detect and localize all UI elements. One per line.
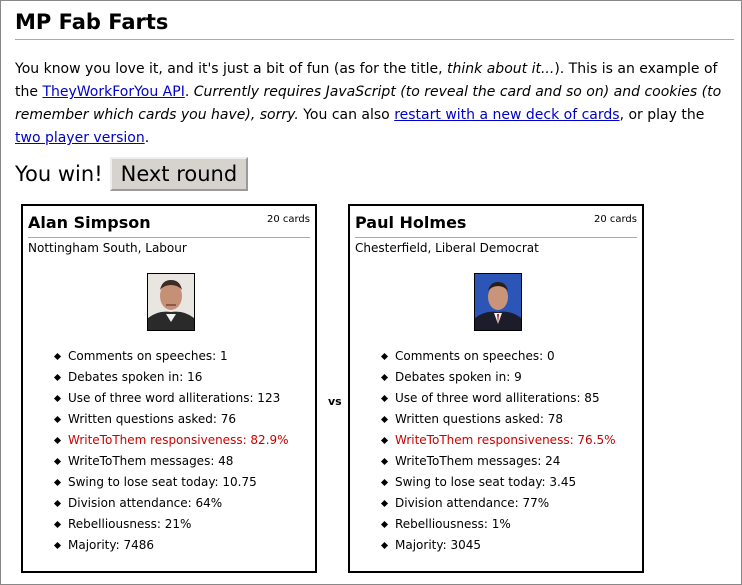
stat-comments[interactable]: Comments on speeches: 0 — [395, 346, 616, 367]
card-count: 20 cards — [266, 214, 310, 225]
stat-majority[interactable]: Majority: 7486 — [68, 535, 289, 556]
intro-text: . — [184, 84, 194, 100]
page-content: MP Fab Farts You know you love it, and i… — [15, 8, 734, 192]
intro-paragraph: You know you love it, and it's just a bi… — [15, 58, 734, 150]
versus-label: vs — [328, 395, 342, 408]
stats-list: Comments on speeches: 1 Debates spoken i… — [23, 346, 289, 556]
stat-swing[interactable]: Swing to lose seat today: 3.45 — [395, 472, 616, 493]
requirements-note: Currently requires JavaScript (to reveal… — [15, 84, 722, 123]
stat-swing[interactable]: Swing to lose seat today: 10.75 — [68, 472, 289, 493]
stat-writetothem-messages[interactable]: WriteToThem messages: 24 — [395, 451, 616, 472]
next-round-button[interactable]: Next round — [109, 157, 249, 191]
stat-debates[interactable]: Debates spoken in: 16 — [68, 367, 289, 388]
mp-photo — [147, 273, 195, 331]
stat-writetothem-responsiveness[interactable]: WriteToThem responsiveness: 82.9% — [68, 430, 289, 451]
mp-constituency: Nottingham South, Labour — [28, 241, 187, 255]
stat-rebelliousness[interactable]: Rebelliousness: 1% — [395, 514, 616, 535]
stat-writetothem-responsiveness[interactable]: WriteToThem responsiveness: 76.5% — [395, 430, 616, 451]
stat-attendance[interactable]: Division attendance: 64% — [68, 493, 289, 514]
mp-constituency: Chesterfield, Liberal Democrat — [355, 241, 539, 255]
card-count: 20 cards — [593, 214, 637, 225]
opponent-card: Paul Holmes 20 cards Chesterfield, Liber… — [348, 204, 644, 573]
stat-writetothem-messages[interactable]: WriteToThem messages: 48 — [68, 451, 289, 472]
card-divider — [28, 237, 310, 238]
stat-alliterations[interactable]: Use of three word alliterations: 123 — [68, 388, 289, 409]
player-card: Alan Simpson 20 cards Nottingham South, … — [21, 204, 317, 573]
theyworkforyou-api-link[interactable]: TheyWorkForYou API — [42, 84, 185, 100]
mp-name: Alan Simpson — [28, 213, 151, 232]
result-message: You win! — [15, 162, 103, 186]
mp-name: Paul Holmes — [355, 213, 467, 232]
stat-majority[interactable]: Majority: 3045 — [395, 535, 616, 556]
stat-written-questions[interactable]: Written questions asked: 76 — [68, 409, 289, 430]
intro-text: You can also — [298, 107, 395, 123]
round-result: You win! Next round — [15, 156, 734, 192]
intro-text: You know you love it, and it's just a bi… — [15, 61, 448, 77]
mp-portrait-icon — [475, 274, 521, 330]
stat-alliterations[interactable]: Use of three word alliterations: 85 — [395, 388, 616, 409]
intro-emphasis: think about it... — [447, 61, 555, 77]
two-player-link[interactable]: two player version — [15, 130, 145, 146]
page-title: MP Fab Farts — [15, 8, 734, 40]
restart-deck-link[interactable]: restart with a new deck of cards — [394, 107, 620, 123]
card-divider — [355, 237, 637, 238]
stats-list: Comments on speeches: 0 Debates spoken i… — [350, 346, 616, 556]
intro-text: , or play the — [619, 107, 705, 123]
intro-text: . — [144, 130, 150, 146]
mp-portrait-icon — [148, 274, 194, 330]
stat-attendance[interactable]: Division attendance: 77% — [395, 493, 616, 514]
mp-photo — [474, 273, 522, 331]
stat-written-questions[interactable]: Written questions asked: 78 — [395, 409, 616, 430]
stat-debates[interactable]: Debates spoken in: 9 — [395, 367, 616, 388]
intro-text: ). This is an example of the — [15, 61, 718, 100]
stat-rebelliousness[interactable]: Rebelliousness: 21% — [68, 514, 289, 535]
stat-comments[interactable]: Comments on speeches: 1 — [68, 346, 289, 367]
